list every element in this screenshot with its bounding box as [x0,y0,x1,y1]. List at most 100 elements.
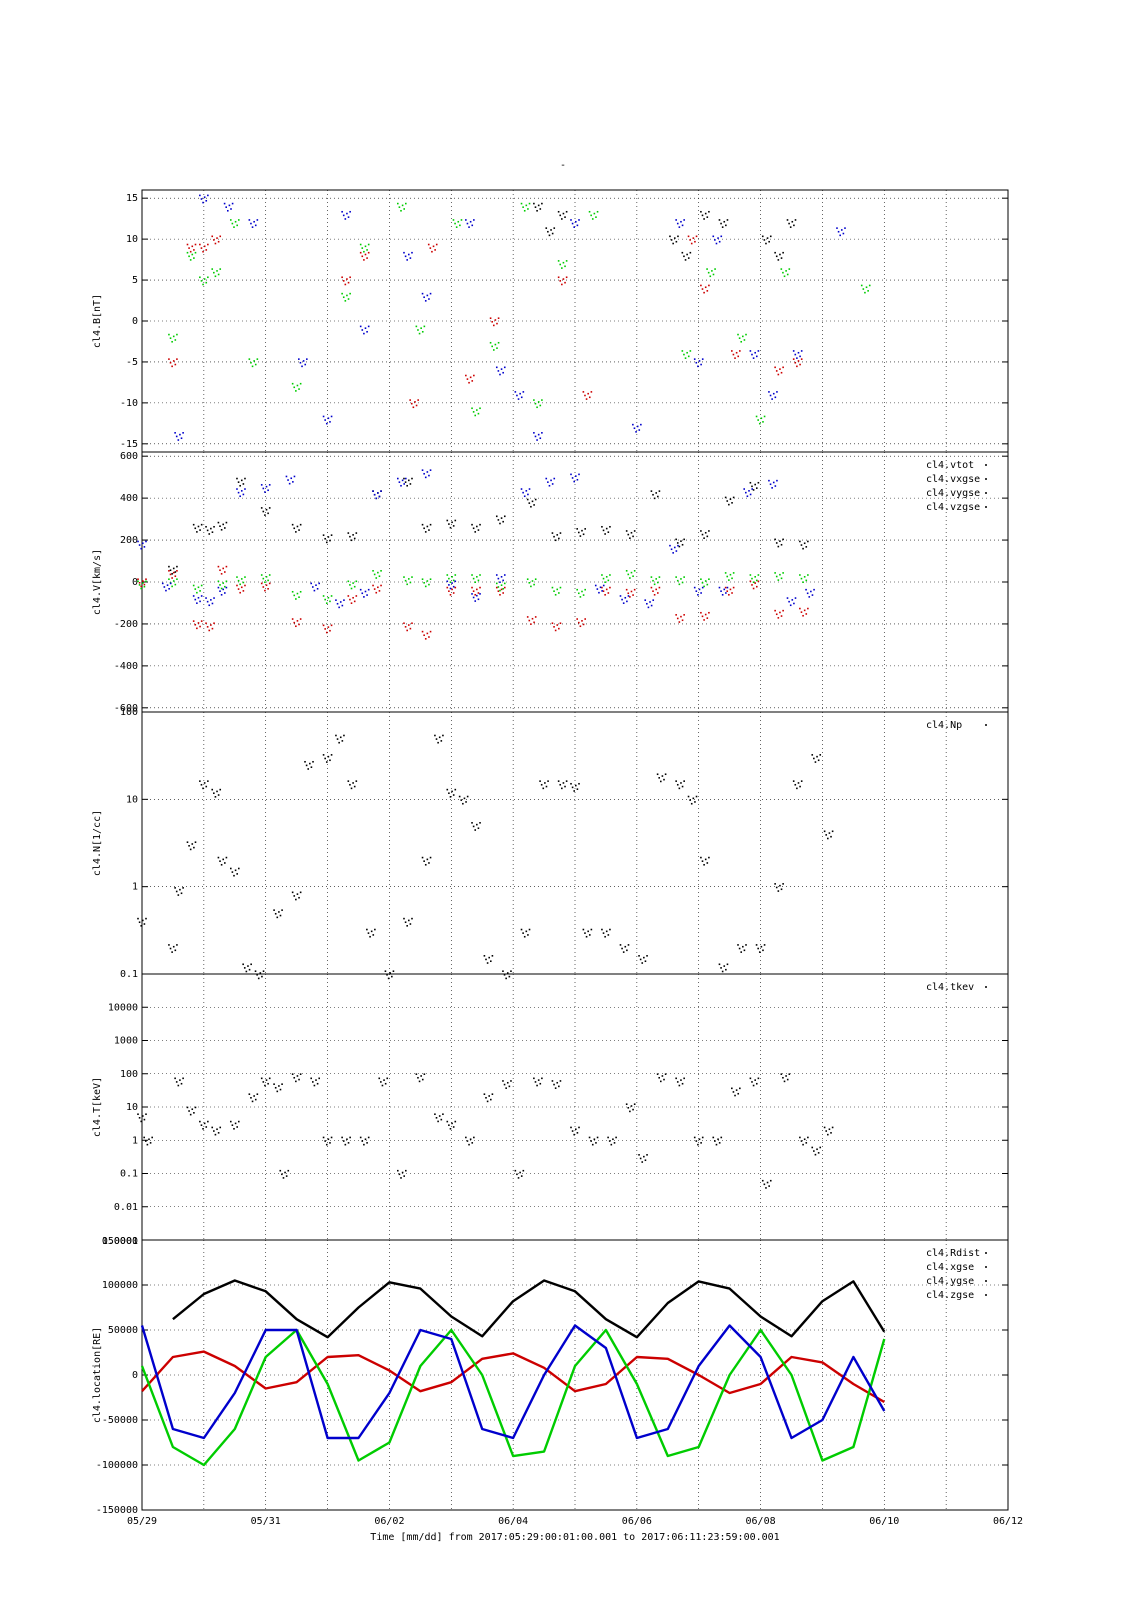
data-point [743,488,745,490]
data-point [364,253,367,256]
data-point [366,330,368,333]
data-point [690,802,693,805]
data-point [782,1076,784,1079]
data-point [361,1140,364,1142]
data-point [352,534,354,536]
data-point [468,226,470,228]
data-point [304,363,307,366]
data-point [172,571,175,574]
data-point [708,530,710,532]
series-line [140,1328,886,1467]
data-point [182,887,184,889]
data-point [489,317,492,319]
data-point [653,593,656,596]
data-point [578,473,580,476]
data-point [610,1143,613,1146]
data-point [318,582,320,585]
data-point [267,512,269,515]
data-point [528,619,531,622]
data-point [723,588,726,591]
data-point [296,1075,299,1077]
data-point [237,579,240,582]
data-point [522,206,524,208]
data-point [551,1080,554,1082]
data-point [222,523,225,526]
data-point [293,1076,296,1079]
data-point [839,234,841,237]
data-point [639,1157,642,1160]
data-point [706,862,709,864]
data-point [831,830,834,833]
data-point [681,581,684,584]
data-point [406,259,408,261]
data-point [176,570,178,572]
data-point [219,788,222,791]
data-point [678,226,681,228]
data-point [584,394,586,397]
data-point [629,1110,631,1113]
data-point [264,491,266,493]
data-point [477,598,480,601]
data-point [182,432,184,434]
data-point [197,525,200,528]
data-point [191,245,194,248]
data-point [169,337,172,339]
data-point [680,1079,682,1081]
data-point [471,523,473,526]
data-point [254,1098,257,1101]
data-point [460,799,463,801]
y-axis-label: cl4.location[RE] [92,1327,103,1423]
data-point [534,435,537,438]
data-point [577,621,580,624]
data-point [350,539,353,542]
data-point [260,574,263,576]
data-point [423,1073,426,1075]
data-point [224,862,226,864]
data-point [350,787,353,790]
data-point [295,898,297,901]
data-point [210,599,212,601]
y-tick-label: 200 [120,535,138,546]
data-point [704,212,707,215]
data-point [446,586,449,589]
data-point [229,219,232,221]
data-point [465,1136,467,1139]
data-point [726,590,729,592]
data-point [786,273,789,276]
data-point [161,582,164,585]
data-point [491,345,493,348]
data-point [803,609,806,612]
y-tick-label: -10 [120,398,138,409]
data-point [176,333,178,336]
data-point [374,928,376,931]
data-point [701,582,704,584]
data-point [576,618,578,620]
data-point [203,245,206,248]
data-point [499,589,501,592]
data-point [536,439,538,441]
data-point [689,799,691,801]
data-point [208,629,211,632]
data-point [424,585,427,588]
data-point [203,196,206,198]
data-point [172,360,175,362]
data-point [140,587,142,590]
data-point [260,484,263,486]
data-point [243,967,246,969]
data-point [405,202,407,205]
data-point [304,760,306,763]
data-point [468,381,470,384]
data-point [751,485,753,488]
data-point [143,923,146,925]
data-point [707,271,710,274]
data-point [174,571,177,573]
data-point [205,525,207,528]
data-point [287,479,289,481]
data-point [701,214,704,217]
data-point [757,574,760,576]
data-point [559,622,562,625]
legend-entry: cl4.vxgse [926,474,980,485]
data-point [725,968,727,971]
